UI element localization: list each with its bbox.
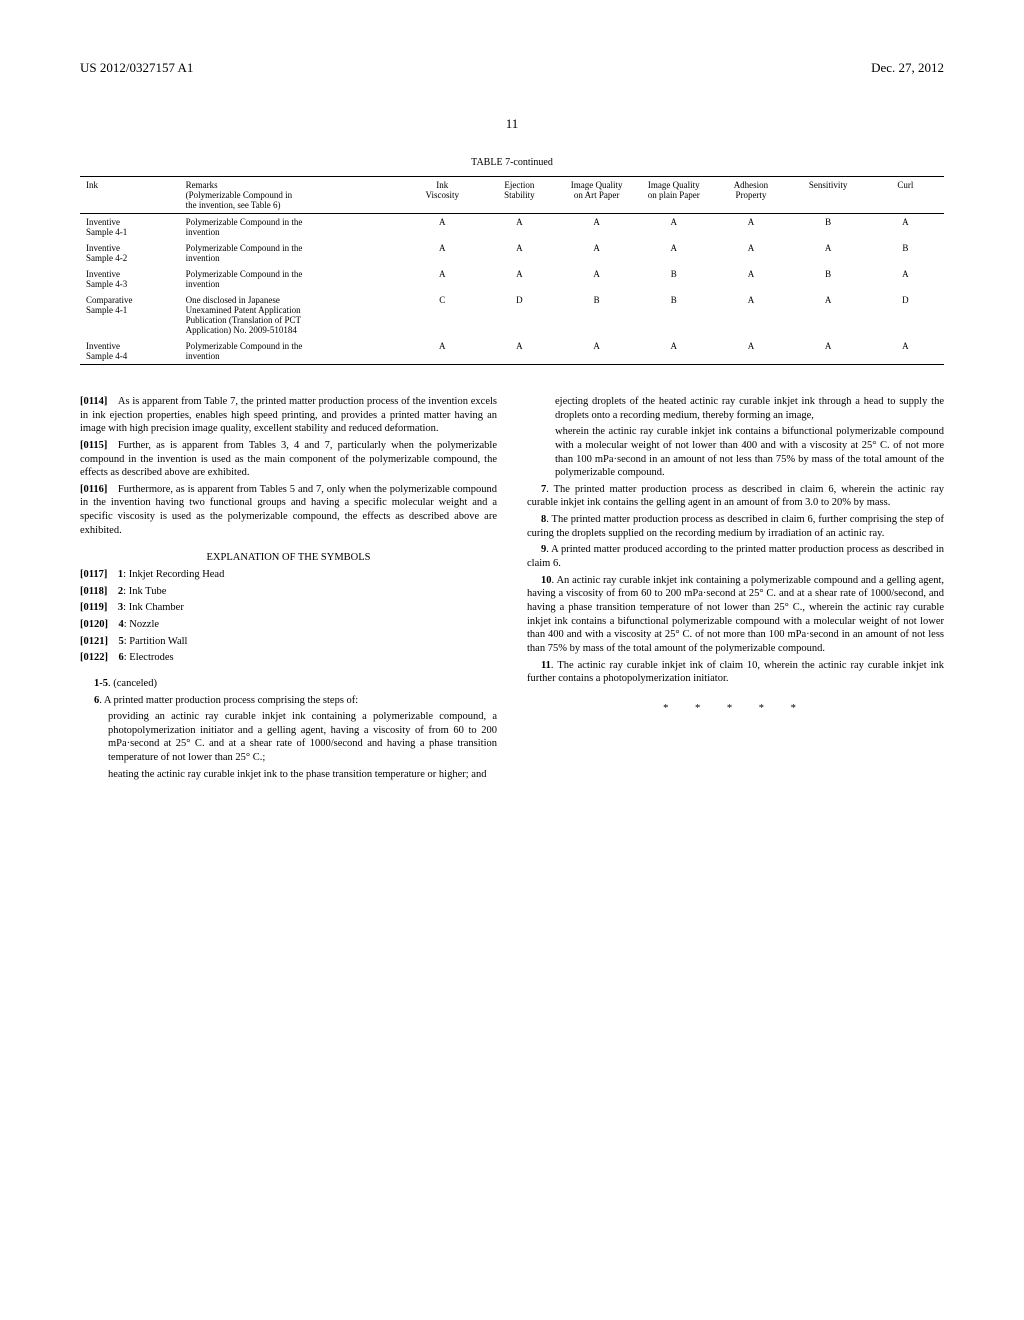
claim-9: 9. A printed matter produced according t… [527, 543, 944, 570]
table-cell: A [867, 266, 944, 292]
table-cell: A [404, 240, 481, 266]
col-adhesion: Adhesion Property [712, 177, 789, 214]
table-cell: A [481, 214, 558, 241]
table-cell: A [404, 214, 481, 241]
table-cell: A [712, 292, 789, 338]
para-0116: [0116] Furthermore, as is apparent from … [80, 483, 497, 538]
symbol-item: [0120] 4: Nozzle [80, 618, 497, 632]
col-sensitivity: Sensitivity [790, 177, 867, 214]
claim-6-d: wherein the actinic ray curable inkjet i… [527, 425, 944, 480]
table-cell: A [558, 214, 635, 241]
table-cell: One disclosed in Japanese Unexamined Pat… [180, 292, 404, 338]
claim-6-intro: 6. A printed matter production process c… [80, 694, 497, 708]
table-cell: Inventive Sample 4-3 [80, 266, 180, 292]
table-cell: Inventive Sample 4-4 [80, 338, 180, 365]
para-0115: [0115] Further, as is apparent from Tabl… [80, 439, 497, 480]
col-iq-plain: Image Quality on plain Paper [635, 177, 712, 214]
symbol-item: [0118] 2: Ink Tube [80, 585, 497, 599]
table-cell: B [790, 266, 867, 292]
table-cell: A [635, 338, 712, 365]
symbol-item: [0122] 6: Electrodes [80, 651, 497, 665]
table-cell: A [712, 338, 789, 365]
col-curl: Curl [867, 177, 944, 214]
table-row: Inventive Sample 4-4Polymerizable Compou… [80, 338, 944, 365]
col-viscosity: Ink Viscosity [404, 177, 481, 214]
para-0114: [0114] As is apparent from Table 7, the … [80, 395, 497, 436]
left-column: [0114] As is apparent from Table 7, the … [80, 395, 497, 784]
table-cell: Polymerizable Compound in the invention [180, 214, 404, 241]
claim-8: 8. The printed matter production process… [527, 513, 944, 540]
claim-7: 7. The printed matter production process… [527, 483, 944, 510]
table-cell: A [635, 214, 712, 241]
table-cell: B [867, 240, 944, 266]
table-cell: A [867, 214, 944, 241]
doc-date: Dec. 27, 2012 [871, 60, 944, 76]
table-row: Inventive Sample 4-1Polymerizable Compou… [80, 214, 944, 241]
col-remarks: Remarks (Polymerizable Compound in the i… [180, 177, 404, 214]
table-cell: B [635, 266, 712, 292]
table-row: Comparative Sample 4-1One disclosed in J… [80, 292, 944, 338]
claims-1-5: 1-5. (canceled) [80, 677, 497, 691]
symbol-item: [0119] 3: Ink Chamber [80, 601, 497, 615]
table-cell: A [790, 292, 867, 338]
table-cell: A [481, 240, 558, 266]
table-header-row: Ink Remarks (Polymerizable Compound in t… [80, 177, 944, 214]
table-cell: A [558, 240, 635, 266]
table-cell: A [712, 266, 789, 292]
table-cell: A [790, 240, 867, 266]
table-cell: A [404, 338, 481, 365]
section-title: EXPLANATION OF THE SYMBOLS [80, 551, 497, 565]
table-cell: A [790, 338, 867, 365]
claim-6-b: heating the actinic ray curable inkjet i… [80, 768, 497, 782]
col-ejection: Ejection Stability [481, 177, 558, 214]
symbol-item: [0117] 1: Inkjet Recording Head [80, 568, 497, 582]
table-cell: B [558, 292, 635, 338]
table-cell: A [867, 338, 944, 365]
claim-11: 11. The actinic ray curable inkjet ink o… [527, 659, 944, 686]
table-cell: Comparative Sample 4-1 [80, 292, 180, 338]
table-cell: Polymerizable Compound in the invention [180, 338, 404, 365]
table-cell: B [635, 292, 712, 338]
table-cell: C [404, 292, 481, 338]
doc-number: US 2012/0327157 A1 [80, 60, 193, 76]
table-cell: A [712, 214, 789, 241]
table-cell: D [481, 292, 558, 338]
claim-10: 10. An actinic ray curable inkjet ink co… [527, 574, 944, 656]
table-cell: Inventive Sample 4-1 [80, 214, 180, 241]
table-cell: A [481, 338, 558, 365]
col-ink: Ink [80, 177, 180, 214]
table-cell: A [712, 240, 789, 266]
symbol-item: [0121] 5: Partition Wall [80, 635, 497, 649]
table-cell: B [790, 214, 867, 241]
table-cell: A [558, 338, 635, 365]
claim-6-a: providing an actinic ray curable inkjet … [80, 710, 497, 765]
table-row: Inventive Sample 4-2Polymerizable Compou… [80, 240, 944, 266]
table-cell: A [481, 266, 558, 292]
end-marks: * * * * * [527, 702, 944, 716]
page-number: 11 [80, 116, 944, 132]
table-cell: D [867, 292, 944, 338]
table-cell: Polymerizable Compound in the invention [180, 240, 404, 266]
table-cell: Inventive Sample 4-2 [80, 240, 180, 266]
page-header: US 2012/0327157 A1 Dec. 27, 2012 [80, 60, 944, 76]
data-table: Ink Remarks (Polymerizable Compound in t… [80, 176, 944, 365]
table-cell: A [635, 240, 712, 266]
table-cell: A [404, 266, 481, 292]
symbol-list: [0117] 1: Inkjet Recording Head [0118] 2:… [80, 568, 497, 665]
table-title: TABLE 7-continued [80, 157, 944, 168]
table-row: Inventive Sample 4-3Polymerizable Compou… [80, 266, 944, 292]
content-columns: [0114] As is apparent from Table 7, the … [80, 395, 944, 784]
claim-6-c: ejecting droplets of the heated actinic … [527, 395, 944, 422]
table-cell: A [558, 266, 635, 292]
right-column: ejecting droplets of the heated actinic … [527, 395, 944, 784]
table-cell: Polymerizable Compound in the invention [180, 266, 404, 292]
col-iq-art: Image Quality on Art Paper [558, 177, 635, 214]
